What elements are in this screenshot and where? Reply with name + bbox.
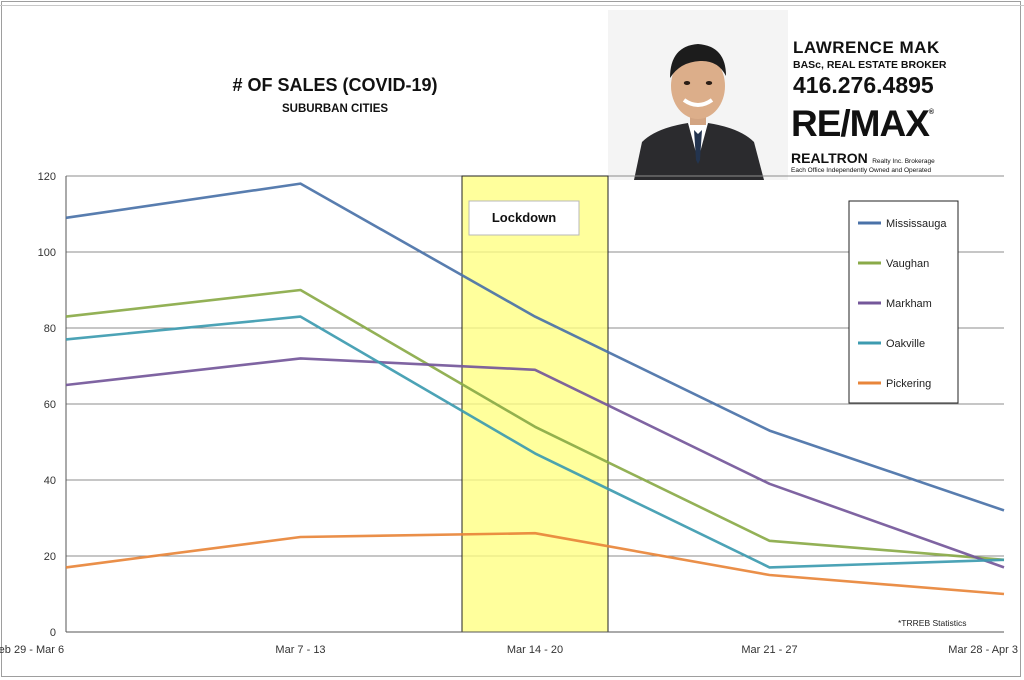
independent-note: Each Office Independently Owned and Oper… — [791, 167, 932, 174]
legend-label: Markham — [886, 298, 932, 310]
x-tick-label: Feb 29 - Mar 6 — [0, 644, 64, 656]
agent-title: BASc, REAL ESTATE BROKER — [793, 59, 947, 71]
series-line-markham — [65, 357, 1005, 569]
agent-phone: 416.276.4895 — [793, 72, 934, 98]
brokerage-name: REALTRON — [791, 150, 868, 166]
legend-label: Pickering — [886, 378, 931, 390]
y-tick-label: 20 — [44, 551, 56, 563]
legend: Mississauga Vaughan Markham Oakville Pickeri… — [848, 200, 959, 404]
brokerage-sub: Realty Inc. Brokerage — [872, 158, 935, 165]
y-tick-label: 60 — [44, 399, 56, 411]
x-tick-label: Mar 7 - 13 — [275, 644, 325, 656]
source-note: *TRREB Statistics — [898, 618, 967, 628]
series-line-pickering — [65, 531, 1005, 596]
agent-name: LAWRENCE MAK — [793, 38, 940, 57]
legend-label: Oakville — [886, 338, 925, 350]
x-tick-label: Mar 21 - 27 — [741, 644, 797, 656]
legend-label: Vaughan — [886, 258, 929, 270]
y-tick-label: 120 — [38, 171, 56, 183]
series-line-mississauga — [65, 182, 1005, 512]
brand-logo: RE/MAX® — [791, 103, 934, 144]
y-tick-label: 80 — [44, 323, 56, 335]
y-tick-label: 100 — [38, 247, 56, 259]
chart-title: # OF SALES (COVID-19) — [232, 75, 438, 95]
agent-photo — [608, 10, 788, 180]
brand-logo-text: RE/MAX — [791, 103, 930, 144]
x-tick-label: Mar 14 - 20 — [507, 644, 563, 656]
y-tick-label: 0 — [50, 627, 56, 639]
lockdown-label: Lockdown — [492, 210, 556, 225]
frame-top-border — [0, 5, 1024, 6]
chart-subtitle: SUBURBAN CITIES — [281, 103, 389, 115]
y-tick-label: 40 — [44, 475, 56, 487]
lockdown-label-box — [468, 200, 580, 236]
x-tick-label: Mar 28 - Apr 3 — [948, 644, 1018, 656]
lockdown-highlight — [461, 175, 609, 633]
brokerage-line: REALTRON Realty Inc. Brokerage — [791, 150, 935, 168]
series-line-oakville — [65, 315, 1005, 569]
agent-card: LAWRENCE MAK BASc, REAL ESTATE BROKER 41… — [608, 10, 952, 180]
legend-label: Mississauga — [886, 218, 947, 230]
series-line-vaughan — [65, 288, 1005, 562]
